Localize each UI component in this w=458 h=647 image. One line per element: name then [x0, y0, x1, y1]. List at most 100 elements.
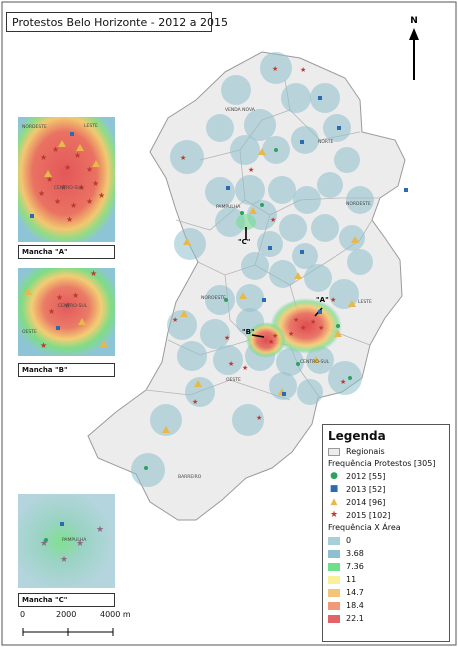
map-title: Protestos Belo Horizonte - 2012 a 2015 [6, 12, 228, 32]
svg-text:★: ★ [54, 197, 61, 206]
protest-points: ★★★ ★★★ ★★★ ★ ★★ ★★★ ★★★ ★★ [144, 65, 408, 470]
region-label-barreiro: BARREIRO [178, 475, 202, 480]
inset-b-map: ★★★ ★★★ [18, 268, 115, 356]
svg-text:★: ★ [310, 318, 316, 326]
svg-text:★: ★ [40, 153, 47, 162]
svg-text:★: ★ [38, 189, 45, 198]
class-swatch [328, 562, 340, 571]
svg-text:★: ★ [293, 316, 299, 324]
circle-icon: ● [330, 471, 338, 481]
legend-series-label: 2014 [96] [346, 498, 386, 507]
legend-class-label: 18.4 [346, 601, 364, 610]
inset-a-caption: Mancha "A" [18, 245, 115, 259]
legend-class-label: 14.7 [346, 588, 364, 597]
class-swatch [328, 601, 340, 610]
legend-series-2012: ● 2012 [55] [328, 470, 444, 483]
svg-text:★: ★ [64, 163, 71, 172]
inset-b-label-centro-sul: CENTRO-SUL [58, 304, 88, 309]
svg-text:★: ★ [76, 539, 84, 549]
svg-text:★: ★ [248, 166, 254, 174]
svg-text:★: ★ [92, 179, 99, 188]
legend-area-title: Frequência X Área [328, 523, 401, 532]
legend-class-label: 11 [346, 575, 357, 584]
legend-class-6: 22.1 [328, 612, 444, 625]
svg-text:★: ★ [256, 414, 262, 422]
region-label-nordeste: NORDESTE [346, 202, 371, 207]
svg-text:★: ★ [78, 183, 85, 192]
svg-text:★: ★ [228, 360, 234, 368]
svg-text:★: ★ [66, 215, 73, 224]
legend-class-label: 0 [346, 536, 352, 545]
legend-regions-label: Regionais [346, 447, 385, 456]
svg-text:★: ★ [224, 334, 230, 342]
svg-text:★: ★ [40, 341, 47, 350]
svg-text:★: ★ [64, 301, 71, 310]
svg-text:★: ★ [318, 324, 324, 332]
north-label: N [410, 16, 418, 26]
inset-a-label-nordeste: NORDESTE [22, 125, 47, 130]
class-swatch [328, 614, 340, 623]
svg-text:★: ★ [340, 378, 346, 386]
hotspot-a [270, 298, 342, 354]
inset-a-label-leste: LESTE [84, 124, 98, 129]
callout-b: "B" [242, 328, 255, 336]
region-label-centro-sul: CENTRO-SUL [300, 360, 330, 365]
region-label-noroeste: NOROESTE [201, 296, 226, 301]
svg-text:★: ★ [98, 191, 105, 200]
svg-text:★: ★ [72, 291, 79, 300]
svg-text:★: ★ [172, 316, 178, 324]
svg-text:★: ★ [242, 364, 248, 372]
svg-text:★: ★ [56, 293, 63, 302]
svg-text:★: ★ [60, 555, 68, 565]
legend-class-label: 7.36 [346, 562, 364, 571]
callout-a: "A" [316, 296, 329, 304]
inset-a-label-centro-sul: CENTRO-SUL [54, 186, 84, 191]
svg-text:★: ★ [74, 151, 81, 160]
class-swatch [328, 588, 340, 597]
svg-text:★: ★ [60, 183, 67, 192]
legend-class-0: 0 [328, 534, 444, 547]
legend-class-3: 11 [328, 573, 444, 586]
legend-freq-title: Frequência Protestos [305] [328, 459, 436, 468]
svg-text:★: ★ [52, 145, 59, 154]
inset-b-label-oeste: OESTE [22, 330, 37, 335]
legend-class-label: 3.68 [346, 549, 364, 558]
hotspot-c [236, 214, 256, 230]
svg-text:★: ★ [300, 324, 306, 332]
inset-c-label-pampulha: PAMPULHA [62, 538, 87, 543]
region-label-venda-nova: VENDA NOVA [225, 108, 255, 113]
legend-class-2: 7.36 [328, 560, 444, 573]
svg-text:★: ★ [86, 165, 93, 174]
inset-c-caption: Mancha "C" [18, 593, 115, 607]
svg-text:★: ★ [86, 197, 93, 206]
legend: Legenda Regionais Frequência Protestos [… [322, 424, 450, 642]
svg-text:★: ★ [40, 539, 48, 549]
legend-series-label: 2013 [52] [346, 485, 386, 494]
hotspot-b [246, 322, 286, 358]
svg-text:★: ★ [268, 338, 274, 346]
triangle-icon: ▲ [330, 497, 338, 507]
class-swatch [328, 575, 340, 584]
region-label-pampulha: PAMPULHA [216, 205, 241, 210]
legend-series-label: 2015 [102] [346, 511, 391, 520]
legend-class-1: 3.68 [328, 547, 444, 560]
scale-label-2000: 2000 [56, 610, 77, 619]
scale-bar-graphic [22, 628, 114, 636]
class-swatch [328, 536, 340, 545]
svg-text:★: ★ [46, 175, 53, 184]
svg-text:★: ★ [70, 201, 77, 210]
region-label-norte: NORTE [318, 140, 334, 145]
svg-text:★: ★ [288, 330, 294, 338]
legend-series-2013: ■ 2013 [52] [328, 483, 444, 496]
class-swatch [328, 549, 340, 558]
svg-text:★: ★ [96, 525, 104, 535]
legend-series-label: 2012 [55] [346, 472, 386, 481]
scale-label-0: 0 [20, 610, 26, 619]
region-swatch-icon [328, 447, 340, 456]
square-icon: ■ [329, 484, 339, 494]
svg-text:★: ★ [330, 296, 336, 304]
svg-text:★: ★ [272, 332, 278, 340]
star-icon: ★ [329, 510, 339, 520]
